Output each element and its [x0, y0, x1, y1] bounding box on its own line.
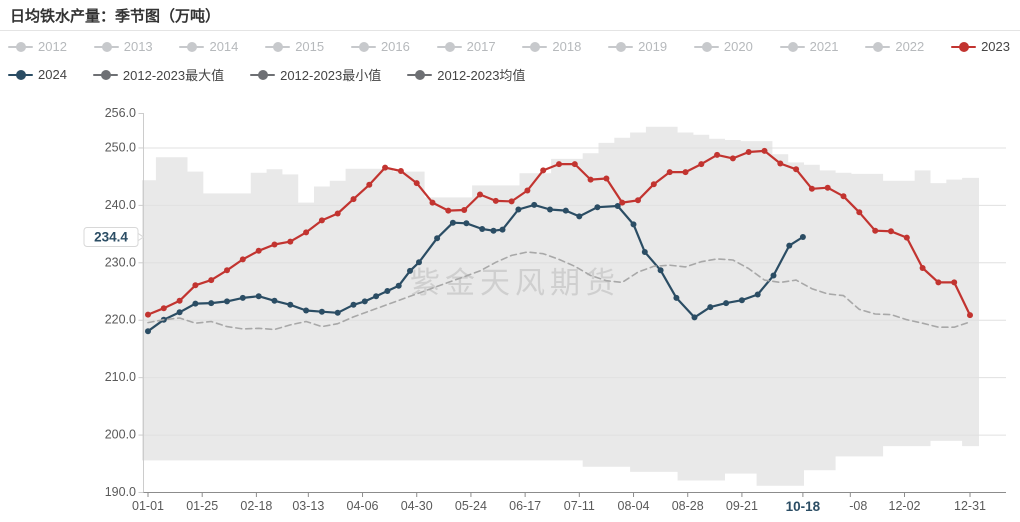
legend-label: 2021: [809, 39, 839, 54]
legend-item-2020[interactable]: 2020: [693, 39, 753, 54]
legend-item-2024[interactable]: 2024: [8, 67, 67, 82]
legend-item-2017[interactable]: 2017: [436, 39, 496, 54]
y-axis: 256.0 250.0 240.0 230.0 220.0 210.0 200.0 190.0: [105, 106, 144, 499]
y-tick-label: 230.0: [105, 255, 136, 269]
x-tick-label: 04-06: [347, 499, 379, 513]
x-tick-label: 02-18: [240, 499, 272, 513]
legend-label: 2020: [723, 39, 753, 54]
series-2012-2023均值-line: [147, 251, 971, 331]
legend-label: 2012: [38, 39, 67, 54]
legend-item-2019[interactable]: 2019: [608, 39, 667, 54]
legend-row-years: 2012 2013 2014 2015 2016 2017 2018 2019 2020 2021…: [8, 39, 1010, 54]
x-tick-label: 03-13: [292, 499, 324, 513]
legend-marker-icon: [93, 41, 119, 52]
legend-item-2012[interactable]: 2012: [8, 39, 67, 54]
legend-item-2016[interactable]: 2016: [350, 39, 410, 54]
x-tick-label: 07-11: [564, 499, 595, 513]
y-tick-label: 190.0: [105, 485, 136, 499]
legend-label: 2012-2023最小值: [280, 68, 382, 83]
y-tick-label: 240.0: [105, 198, 136, 212]
legend-label: 2017: [466, 39, 496, 54]
x-tick-label: 09-21: [726, 499, 758, 513]
x-tick-label: 01-25: [186, 499, 218, 513]
legend-marker-icon: [350, 41, 376, 52]
legend-marker-icon: [693, 41, 719, 52]
legend-label: 2024: [38, 67, 67, 82]
legend-label: 2022: [895, 39, 925, 54]
legend-row-stats: 2024 2012-2023最大值 2012-2023最小值 2012-2023均值: [8, 65, 1010, 84]
x-tick-label: 06-17: [509, 499, 541, 513]
x-axis: 01-01 01-25 02-18 03-13 04-06 04-30 05-24 06-17…: [132, 492, 1006, 514]
legend-item-2012-2023最大值[interactable]: 2012-2023最大值: [92, 65, 225, 84]
series-2024-line: [145, 201, 806, 335]
y-tick-label: 256.0: [105, 106, 136, 120]
band-min-max-area: [142, 126, 979, 486]
legend-item-2021[interactable]: 2021: [779, 39, 839, 54]
x-tick-label: 05-24: [455, 499, 487, 513]
x-tick-label: 08-28: [672, 499, 704, 513]
series-2023-line: [145, 147, 973, 319]
legend-item-2014[interactable]: 2014: [179, 39, 238, 54]
chart-title: 日均铁水产量：季节图（万吨）: [10, 8, 221, 25]
legend-label: 2016: [380, 39, 410, 54]
watermark-text: 紫金天风期货: [410, 267, 620, 300]
y-tick-label: 200.0: [105, 428, 136, 442]
legend-label: 2018: [552, 39, 582, 54]
x-tick-label: 01-01: [132, 499, 164, 513]
legend-item-2015[interactable]: 2015: [265, 39, 324, 54]
legend-marker-icon: [865, 41, 891, 52]
legend-label: 2013: [123, 39, 153, 54]
x-tick-label-current: 10-18: [786, 499, 821, 514]
legend-label: 2023: [981, 39, 1010, 54]
y-tick-label: 250.0: [105, 140, 136, 154]
legend-item-2012-2023最小值[interactable]: 2012-2023最小值: [250, 65, 381, 84]
legend-item-2018[interactable]: 2018: [522, 39, 581, 54]
legend-marker-icon: [8, 69, 33, 80]
legend-label: 2014: [209, 39, 239, 54]
x-tick-label: 12-02: [889, 499, 921, 513]
title-divider: [0, 30, 1020, 31]
legend-marker-icon: [779, 41, 805, 52]
x-tick-label: 04-30: [401, 499, 433, 513]
legend-label: 2012-2023均值: [437, 68, 526, 83]
legend-item-2012-2023均值[interactable]: 2012-2023均值: [407, 65, 525, 84]
legend-marker-icon: [265, 41, 291, 52]
legend-marker-icon: [608, 41, 634, 52]
latest-value-label: 234.4: [83, 227, 145, 248]
svg-text:234.4: 234.4: [94, 230, 128, 245]
x-tick-label: 12-31: [954, 499, 986, 513]
legend-marker-icon: [250, 69, 276, 80]
legend-marker-icon: [92, 69, 118, 80]
legend-marker-icon: [179, 41, 205, 52]
x-tick-label: 08-04: [618, 499, 650, 513]
legend-label: 2015: [295, 39, 325, 54]
legend-item-2013[interactable]: 2013: [93, 39, 153, 54]
y-tick-label: 210.0: [105, 370, 136, 384]
legend-label: 2019: [638, 39, 668, 54]
grid-lines: [143, 147, 1006, 436]
legend-marker-icon: [951, 41, 977, 52]
legend-item-2023[interactable]: 2023: [951, 39, 1010, 54]
legend-label: 2012-2023最大值: [122, 68, 225, 83]
legend-marker-icon: [407, 69, 433, 80]
legend-marker-icon: [8, 41, 33, 52]
legend-item-2022[interactable]: 2022: [865, 39, 924, 54]
legend-marker-icon: [436, 41, 462, 52]
y-tick-label: 220.0: [105, 313, 136, 327]
x-tick-label: -08: [849, 499, 867, 513]
legend-marker-icon: [522, 41, 548, 52]
